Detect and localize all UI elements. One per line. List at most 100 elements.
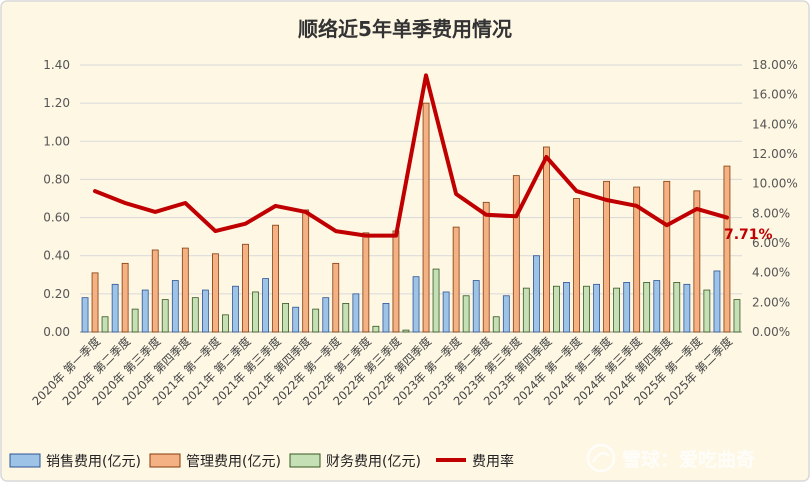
bar-finance [733,299,741,333]
rate-point [665,223,669,227]
rate-point [635,204,639,208]
legend-swatch-sales [9,453,41,468]
bar-finance [282,302,289,333]
bar-sales [111,283,119,333]
bar-finance [191,297,199,333]
bar-finance [643,282,651,333]
bar-admin [693,190,701,333]
bar-sales [141,289,149,333]
right-tick-label: 12.00% [752,147,798,161]
right-tick-label: 10.00% [752,177,798,191]
bar-admin [212,253,219,333]
bar-sales [593,283,600,333]
bar-admin [332,262,340,333]
bar-admin [242,243,249,333]
rate-point [183,201,187,205]
left-tick-label: 0.40 [43,249,70,263]
bar-sales [322,297,330,333]
bar-finance [673,282,681,333]
legend-label-sales: 销售费用(亿元) [46,454,141,470]
bar-admin [422,102,430,333]
left-tick-label: 1.20 [43,96,70,110]
bar-sales [412,276,420,333]
rate-point [514,214,518,218]
watermark-text: 雪球：爱吃曲奇 [622,448,755,471]
bar-finance [432,268,440,333]
bar-sales [442,291,450,333]
rate-point [604,198,609,202]
bar-sales [382,302,390,333]
left-axis-ticks: 0.00 0.20 0.40 0.60 0.80 1.00 1.20 1.40 [43,58,70,339]
legend-label-finance: 财务费用(亿元) [326,454,421,470]
bar-sales [683,283,691,333]
left-tick-label: 0.20 [43,287,70,301]
left-tick-label: 1.00 [43,134,70,148]
bar-admin [91,272,99,333]
bar-finance [462,295,470,333]
rate-point [725,216,729,220]
bar-sales [232,285,239,333]
rate-point [123,201,127,205]
last-value-annotation: 7.71% [724,227,773,243]
bar-finance [553,285,560,333]
right-tick-label: 4.00% [752,266,790,280]
bar-admin [272,224,279,333]
bar-sales [713,270,721,333]
bar-sales [623,282,631,333]
rate-point [574,189,579,193]
bar-admin [121,262,129,333]
rate-line-series [93,73,729,238]
rate-point [364,233,368,238]
bar-sales [81,297,89,333]
rate-point [424,73,428,77]
rate-point [454,192,458,196]
right-tick-label: 0.00% [752,325,790,339]
bar-admin [573,198,580,333]
bar-admin [392,230,400,333]
bar-sales [533,255,540,333]
bar-finance [342,302,350,333]
rate-point [484,213,488,217]
rate-point [213,229,218,233]
bar-sales [563,282,570,333]
rate-point [243,222,248,226]
rate-line [93,73,729,238]
watermark-logo-icon [586,443,616,473]
bar-admin [151,249,159,333]
bar-finance [101,316,109,333]
right-tick-label: 16.00% [752,88,798,102]
rate-point [304,210,308,214]
rate-point [334,229,338,233]
right-tick-label: 14.00% [752,117,798,131]
right-tick-label: 2.00% [752,295,790,309]
legend-label-rate: 费用率 [472,453,514,470]
legend-swatch-finance [289,453,321,468]
right-tick-label: 18.00% [752,58,798,72]
bar-admin [302,209,310,333]
bar-finance [131,308,139,333]
bar-finance [161,299,169,333]
rate-point [93,189,97,193]
right-axis-ticks: 0.00% 2.00% 4.00% 6.00% 8.00% 10.00% 12.00% 14.… [752,58,798,339]
bar-sales [262,278,269,333]
bar-finance [372,325,380,333]
bar-finance [613,287,620,333]
watermark: 雪球：爱吃曲奇 [586,443,755,473]
rate-point [273,204,278,208]
bar-sales [502,295,510,333]
bar-finance [312,308,320,333]
legend-label-admin: 管理费用(亿元) [186,454,281,470]
gridlines [80,64,742,295]
left-tick-label: 0.80 [43,172,70,186]
legend-swatch-admin [149,453,181,468]
left-tick-label: 0.60 [43,211,70,225]
left-tick-label: 1.40 [43,58,70,72]
right-tick-label: 6.00% [752,236,790,250]
rate-point [695,207,699,211]
bar-admin [452,226,460,333]
bar-admin [723,165,731,333]
bar-sales [352,293,360,333]
